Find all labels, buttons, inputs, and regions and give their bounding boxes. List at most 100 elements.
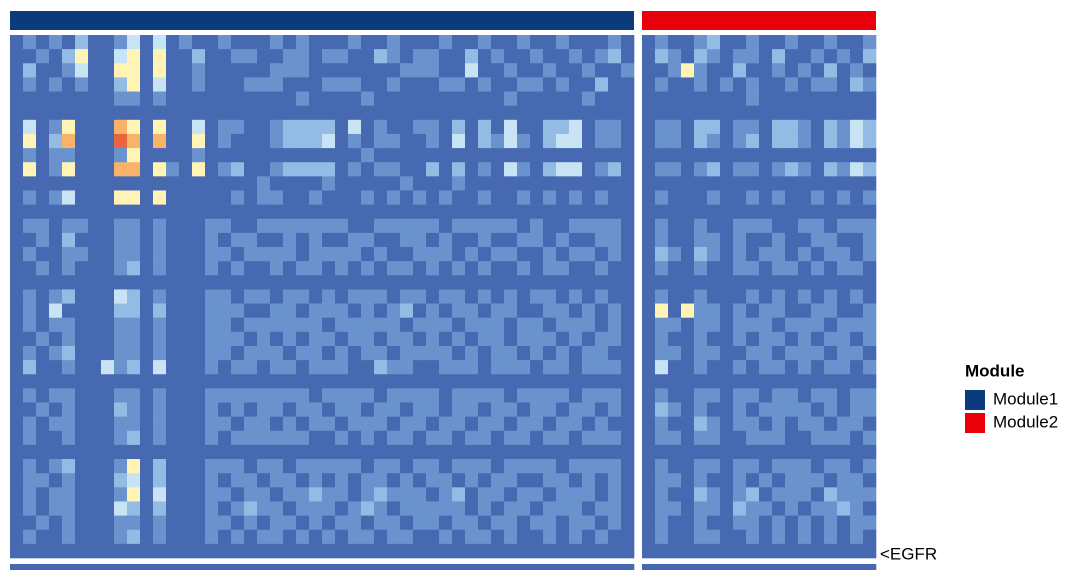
heatmap-cell — [36, 374, 50, 389]
heatmap-cell — [153, 190, 167, 205]
heatmap-cell — [863, 303, 877, 319]
heatmap-cell — [244, 515, 258, 531]
heatmap-cell — [361, 190, 375, 205]
heatmap-cell — [205, 289, 219, 304]
heatmap-cell — [733, 232, 747, 248]
heatmap-cell — [205, 402, 219, 417]
heatmap-cell — [88, 77, 102, 92]
heatmap-cell — [642, 473, 656, 488]
heatmap-cell — [668, 133, 682, 149]
heatmap-cell — [530, 133, 544, 149]
heatmap-cell — [283, 77, 297, 92]
heatmap-cell — [218, 261, 232, 276]
heatmap-cell — [798, 162, 812, 177]
heatmap-cell — [694, 289, 708, 304]
heatmap-cell — [439, 204, 453, 220]
heatmap-cell — [309, 303, 323, 319]
heatmap-cell — [426, 345, 440, 361]
heatmap-cell — [478, 148, 492, 163]
heatmap-cell — [642, 345, 656, 361]
heatmap-cell — [595, 564, 609, 570]
heatmap-cell — [23, 529, 37, 545]
heatmap-cell — [595, 515, 609, 531]
heatmap-cell — [205, 105, 219, 121]
heatmap-cell — [655, 501, 669, 516]
heatmap-cell — [798, 345, 812, 361]
heatmap-cell — [595, 275, 609, 290]
heatmap-cell — [387, 105, 401, 121]
heatmap-cell — [720, 105, 734, 121]
heatmap-cell — [413, 218, 427, 234]
heatmap-cell — [733, 49, 747, 64]
heatmap-cell — [309, 345, 323, 361]
heatmap-cell — [270, 77, 284, 92]
heatmap-cell — [569, 303, 583, 319]
heatmap-cell — [811, 148, 825, 163]
heatmap-cell — [179, 63, 193, 78]
heatmap-cell — [140, 176, 154, 191]
heatmap-cell — [720, 459, 734, 474]
heatmap-cell — [504, 289, 518, 304]
heatmap-cell — [824, 360, 838, 375]
heatmap-cell — [720, 148, 734, 163]
heatmap-cell — [153, 204, 167, 220]
heatmap-cell — [179, 515, 193, 531]
heatmap-cell — [400, 190, 414, 205]
heatmap-cell — [270, 49, 284, 64]
heatmap-cell — [322, 331, 336, 347]
heatmap-cell — [668, 402, 682, 417]
heatmap-cell — [426, 529, 440, 545]
heatmap-cell — [127, 543, 141, 559]
heatmap-cell — [192, 63, 206, 78]
heatmap-cell — [361, 35, 375, 50]
heatmap-cell — [426, 374, 440, 389]
heatmap-cell — [668, 63, 682, 78]
heatmap-cell — [192, 529, 206, 545]
heatmap-cell — [348, 35, 362, 50]
heatmap-cell — [400, 543, 414, 559]
heatmap-cell — [426, 35, 440, 50]
heatmap-cell — [114, 331, 128, 347]
heatmap-cell — [681, 49, 695, 64]
heatmap-cell — [426, 162, 440, 177]
heatmap-cell — [179, 275, 193, 290]
heatmap-cell — [707, 501, 721, 516]
heatmap-cell — [231, 77, 245, 92]
heatmap-cell — [335, 331, 349, 347]
heatmap-cell — [283, 564, 297, 570]
heatmap-cell — [140, 49, 154, 64]
heatmap-cell — [23, 402, 37, 417]
heatmap-cell — [569, 444, 583, 460]
heatmap-cell — [720, 162, 734, 177]
heatmap-cell — [23, 63, 37, 78]
heatmap-cell — [595, 77, 609, 92]
heatmap-cell — [642, 204, 656, 220]
heatmap-cell — [720, 289, 734, 304]
heatmap-cell — [517, 204, 531, 220]
heatmap-cell — [720, 261, 734, 276]
heatmap-cell — [655, 204, 669, 220]
heatmap-cell — [140, 303, 154, 319]
heatmap-cell — [798, 360, 812, 375]
heatmap-cell — [759, 63, 773, 78]
heatmap-cell — [543, 261, 557, 276]
heatmap-cell — [296, 501, 310, 516]
heatmap-cell — [772, 176, 786, 191]
heatmap-cell — [49, 515, 63, 531]
heatmap-cell — [452, 402, 466, 417]
heatmap-cell — [569, 374, 583, 389]
heatmap-cell — [205, 275, 219, 290]
heatmap-cell — [335, 119, 349, 135]
heatmap-cell — [517, 331, 531, 347]
heatmap-cell — [205, 35, 219, 50]
heatmap-cell — [824, 190, 838, 205]
heatmap-cell — [413, 331, 427, 347]
heatmap-cell — [530, 148, 544, 163]
heatmap-cell — [811, 91, 825, 106]
heatmap-cell — [733, 388, 747, 403]
heatmap-cell — [595, 388, 609, 403]
heatmap-cell — [811, 388, 825, 403]
heatmap-cell — [114, 162, 128, 177]
heatmap-cell — [759, 49, 773, 64]
heatmap-cell — [746, 501, 760, 516]
